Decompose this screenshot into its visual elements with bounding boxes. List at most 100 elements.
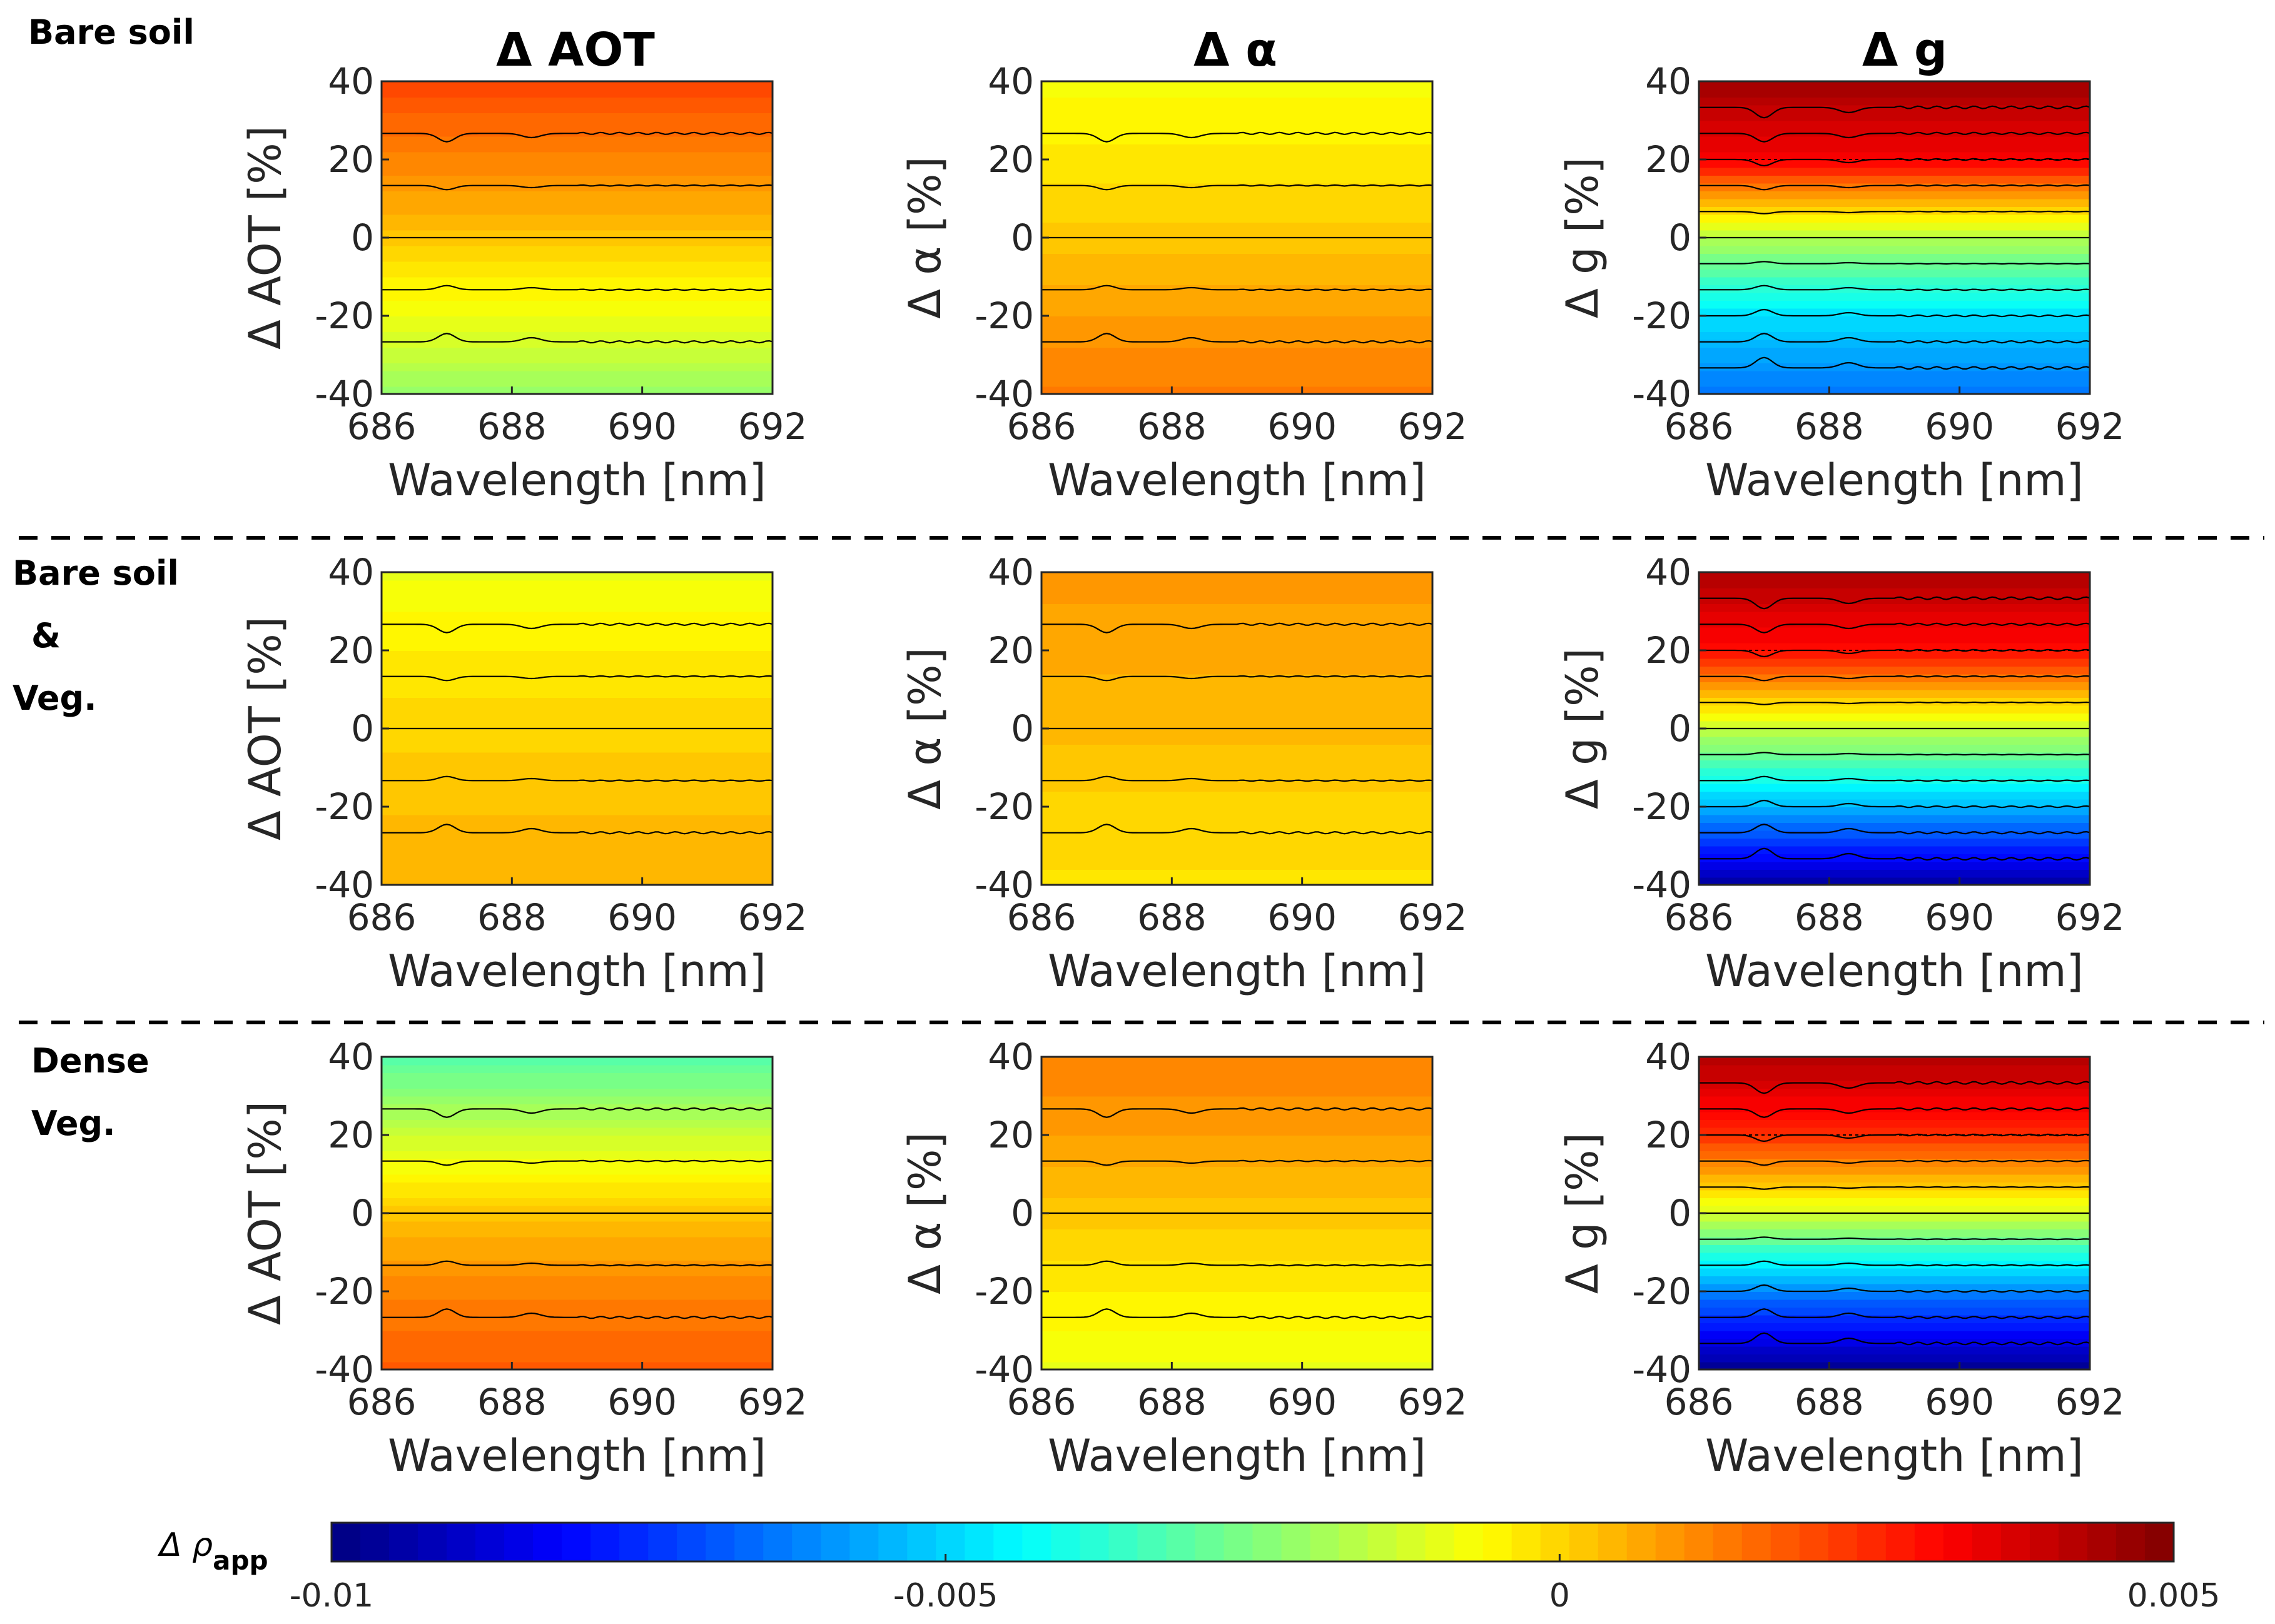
heatmap-band <box>382 1111 773 1120</box>
y-tick-label: 40 <box>1645 1036 1691 1078</box>
heatmap-band <box>382 1174 773 1183</box>
heatmap-band <box>1699 175 2090 184</box>
heatmap-band <box>1699 744 2090 753</box>
heatmap-band <box>382 269 773 278</box>
contour-line <box>382 131 773 143</box>
heatmap-band <box>1041 1182 1432 1191</box>
heatmap-band <box>382 323 773 332</box>
heatmap-band <box>1699 331 2090 340</box>
heatmap-band <box>1041 261 1432 270</box>
heatmap-band <box>382 191 773 199</box>
heatmap-band <box>1041 300 1432 309</box>
x-tick-label: 688 <box>477 405 547 448</box>
heatmap-band <box>1699 799 2090 807</box>
panel-row3-col3: 686 688 690 692 40 20 0 -20 -40 Wavelength [nm] Δ … <box>1557 1036 2124 1481</box>
y-tick-label: -40 <box>315 373 374 415</box>
heatmap-band <box>1041 81 1432 90</box>
y-tick-label: -20 <box>975 1270 1034 1313</box>
heatmap-band <box>1699 729 2090 737</box>
heatmap-band <box>1699 658 2090 667</box>
heatmap-band <box>382 603 773 612</box>
heatmap-band <box>1041 705 1432 714</box>
heatmap-band <box>382 1127 773 1136</box>
heatmap-band <box>1041 869 1432 878</box>
heatmap-field <box>1041 81 1432 394</box>
heatmap-band <box>382 151 773 160</box>
heatmap-band <box>1699 128 2090 137</box>
colorbar-segment <box>1195 1523 1225 1561</box>
y-tick-label: 40 <box>988 551 1034 593</box>
heatmap-band <box>1699 767 2090 776</box>
x-tick-label: 690 <box>1925 405 1994 448</box>
heatmap-band <box>382 308 773 316</box>
heatmap-band <box>382 627 773 635</box>
colorbar: -0.01 -0.005 0 0.005 Δ ρapp <box>157 1521 2220 1615</box>
y-tick-label: -40 <box>1632 1348 1691 1391</box>
colorbar-segment <box>2000 1523 2030 1561</box>
heatmap-band <box>1041 1189 1432 1198</box>
heatmap-band <box>1699 120 2090 129</box>
x-tick-label: 686 <box>1664 896 1734 939</box>
y-tick-label: 40 <box>328 1036 374 1078</box>
y-tick-label: -40 <box>315 864 374 906</box>
heatmap-band <box>1041 807 1432 815</box>
colorbar-segment <box>1425 1523 1455 1561</box>
contour-line <box>382 1308 773 1319</box>
heatmap-band <box>1699 363 2090 371</box>
colorbar-segment <box>2144 1523 2174 1561</box>
x-axis-label: Wavelength [nm] <box>388 946 766 997</box>
heatmap-band <box>382 580 773 588</box>
heatmap-band <box>382 1205 773 1214</box>
panels-layer: 686 688 690 692 40 20 0 -20 -40 Wavelength [nm] Δ … <box>240 60 2124 1481</box>
heatmap-band <box>1041 1252 1432 1261</box>
contour-line <box>382 1260 773 1267</box>
heatmap-band <box>382 767 773 776</box>
colorbar-segment <box>360 1523 390 1561</box>
heatmap-band <box>382 650 773 659</box>
contour-line <box>382 1159 773 1166</box>
heatmap-band <box>382 775 773 784</box>
contour-line <box>1699 105 2090 119</box>
contour-line <box>1041 824 1432 835</box>
panel-row2-col1: 686 688 690 692 40 20 0 -20 -40 Wavelength [nm] Δ … <box>240 551 807 997</box>
y-tick-label: 0 <box>351 707 374 750</box>
heatmap-band <box>1041 760 1432 769</box>
contour-line <box>1699 1107 2090 1118</box>
heatmap-band <box>1041 1307 1432 1316</box>
heatmap-band <box>382 1291 773 1300</box>
contour-line <box>1041 622 1432 633</box>
heatmap-band <box>1041 167 1432 176</box>
contour-line <box>1699 261 2090 265</box>
heatmap-band <box>382 720 773 729</box>
heatmap-band <box>382 1158 773 1167</box>
contour-line <box>1699 596 2090 610</box>
heatmap-band <box>1699 1354 2090 1363</box>
heatmap-band <box>382 378 773 387</box>
heatmap-band <box>1699 1151 2090 1159</box>
heatmap-band <box>1699 198 2090 207</box>
heatmap-band <box>382 238 773 246</box>
colorbar-segment <box>447 1523 477 1561</box>
heatmap-band <box>1041 595 1432 604</box>
heatmap-band <box>382 136 773 144</box>
heatmap-band <box>1041 1229 1432 1238</box>
heatmap-band <box>382 1323 773 1331</box>
y-tick-label: 40 <box>328 551 374 593</box>
heatmap-field <box>1699 81 2090 394</box>
y-tick-label: 0 <box>1668 216 1691 259</box>
heatmap-band <box>1041 1111 1432 1120</box>
y-tick-label: 0 <box>351 216 374 259</box>
heatmap-band <box>1699 682 2090 690</box>
heatmap-band <box>1041 113 1432 121</box>
colorbar-symbol: Δ ρ <box>157 1526 213 1564</box>
x-axis-label: Wavelength [nm] <box>1048 455 1426 506</box>
y-tick-label: -20 <box>315 295 374 337</box>
contour-line <box>1041 1159 1432 1166</box>
heatmap-band <box>1041 799 1432 807</box>
contour-line <box>1699 675 2090 682</box>
heatmap-band <box>1699 323 2090 332</box>
heatmap-band <box>1699 1276 2090 1284</box>
colorbar-segment <box>706 1523 736 1561</box>
heatmap-band <box>382 1354 773 1363</box>
contour-line <box>1699 1260 2090 1267</box>
